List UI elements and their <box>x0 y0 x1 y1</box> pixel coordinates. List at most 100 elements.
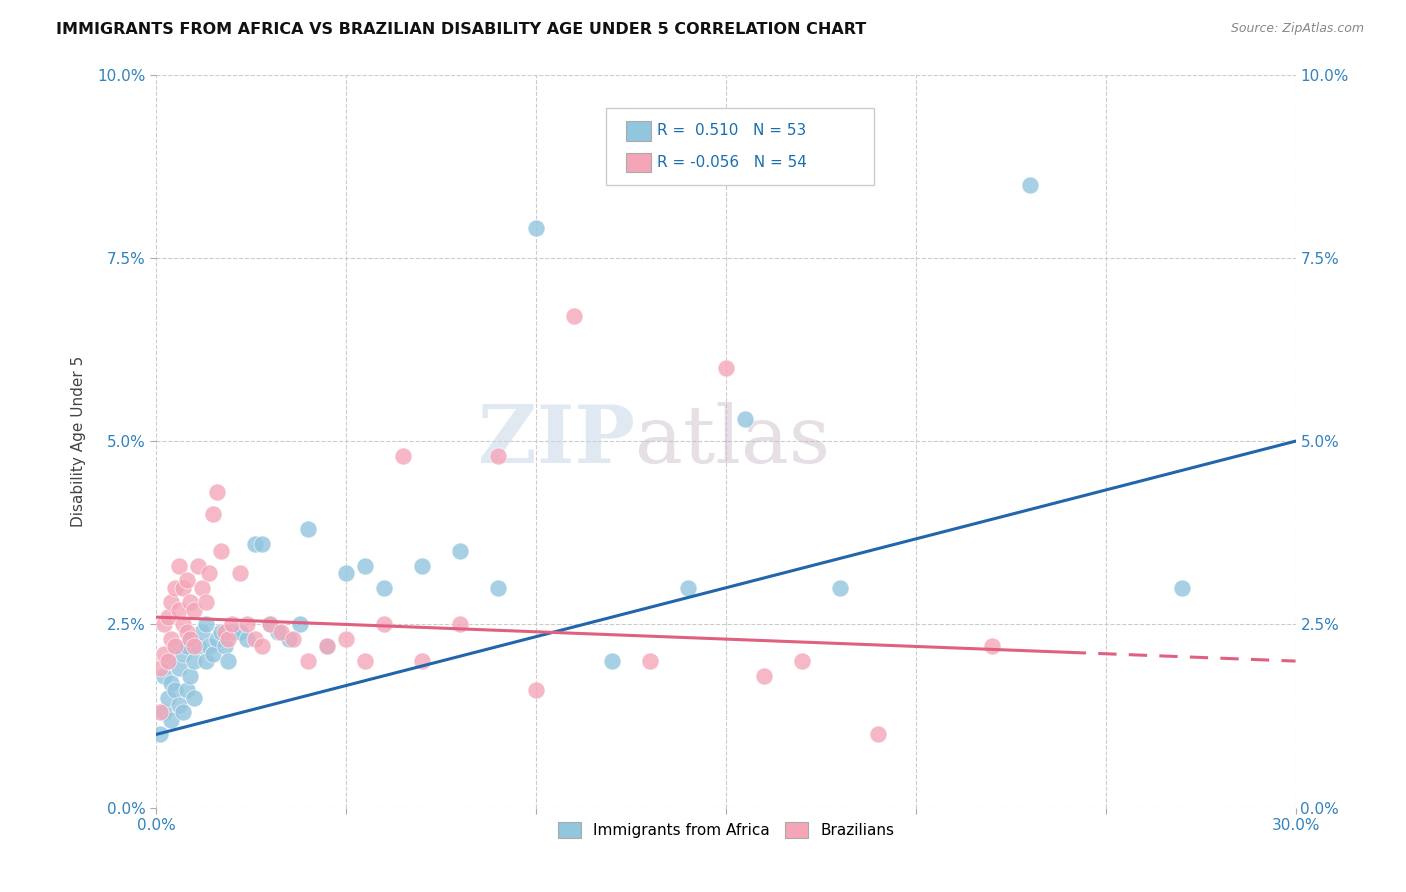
Point <box>486 581 509 595</box>
Point <box>152 647 174 661</box>
Point <box>335 632 357 646</box>
Point <box>167 698 190 712</box>
Point <box>214 624 236 639</box>
Point <box>1018 178 1040 192</box>
Point <box>524 221 547 235</box>
Point <box>209 544 232 558</box>
Point <box>176 574 198 588</box>
Point <box>172 581 194 595</box>
Point <box>980 640 1002 654</box>
Y-axis label: Disability Age Under 5: Disability Age Under 5 <box>72 356 86 527</box>
Text: IMMIGRANTS FROM AFRICA VS BRAZILIAN DISABILITY AGE UNDER 5 CORRELATION CHART: IMMIGRANTS FROM AFRICA VS BRAZILIAN DISA… <box>56 22 866 37</box>
Point <box>183 640 205 654</box>
Point <box>202 508 225 522</box>
Point <box>179 632 201 646</box>
Point <box>179 632 201 646</box>
Point <box>183 690 205 705</box>
Point <box>176 624 198 639</box>
Point <box>243 537 266 551</box>
Point <box>354 654 377 668</box>
Point <box>221 617 243 632</box>
Point <box>828 581 851 595</box>
Text: R =  0.510   N = 53: R = 0.510 N = 53 <box>658 123 807 138</box>
Point <box>217 654 239 668</box>
Point <box>228 624 250 639</box>
Point <box>449 544 471 558</box>
Point <box>190 581 212 595</box>
Point <box>252 537 274 551</box>
Point <box>149 661 172 675</box>
Point <box>411 558 433 573</box>
Point <box>243 632 266 646</box>
Point <box>335 566 357 581</box>
Point <box>209 624 232 639</box>
Point <box>152 669 174 683</box>
Point <box>392 449 415 463</box>
Point <box>202 647 225 661</box>
Point <box>167 661 190 675</box>
Point <box>252 640 274 654</box>
Point <box>156 610 179 624</box>
Point <box>236 617 259 632</box>
Text: atlas: atlas <box>634 402 830 480</box>
Point <box>183 654 205 668</box>
Point <box>217 632 239 646</box>
Point <box>160 632 183 646</box>
Text: R = -0.056   N = 54: R = -0.056 N = 54 <box>658 155 807 170</box>
Point <box>562 310 585 324</box>
Point <box>316 640 339 654</box>
Point <box>790 654 813 668</box>
Point <box>638 654 661 668</box>
Point <box>281 632 304 646</box>
Point <box>187 640 209 654</box>
Point <box>600 654 623 668</box>
Point <box>411 654 433 668</box>
Point <box>160 676 183 690</box>
Point <box>373 617 395 632</box>
Point <box>676 581 699 595</box>
Point <box>187 558 209 573</box>
Point <box>198 640 221 654</box>
Point <box>752 669 775 683</box>
Point <box>160 713 183 727</box>
Point <box>167 603 190 617</box>
Point <box>167 558 190 573</box>
Point <box>486 449 509 463</box>
Point <box>524 683 547 698</box>
FancyBboxPatch shape <box>626 121 651 141</box>
Point <box>316 640 339 654</box>
Point <box>179 595 201 609</box>
Point <box>266 624 288 639</box>
Point <box>734 412 756 426</box>
Point <box>165 683 187 698</box>
Point <box>259 617 281 632</box>
Point <box>176 683 198 698</box>
Point <box>160 595 183 609</box>
Point <box>1170 581 1192 595</box>
Point <box>866 727 889 741</box>
Point <box>172 706 194 720</box>
Point <box>165 581 187 595</box>
FancyBboxPatch shape <box>626 153 651 172</box>
Point <box>714 360 737 375</box>
Point <box>156 654 179 668</box>
Point <box>205 485 228 500</box>
Point <box>152 617 174 632</box>
Text: Source: ZipAtlas.com: Source: ZipAtlas.com <box>1230 22 1364 36</box>
Point <box>205 632 228 646</box>
Point <box>236 632 259 646</box>
Point <box>190 624 212 639</box>
Point <box>165 640 187 654</box>
Point <box>259 617 281 632</box>
Point <box>176 640 198 654</box>
Point <box>156 654 179 668</box>
Point <box>270 624 292 639</box>
Point <box>194 595 217 609</box>
Point <box>354 558 377 573</box>
Point <box>297 654 319 668</box>
Point <box>165 640 187 654</box>
Point <box>278 632 301 646</box>
Point <box>149 706 172 720</box>
Point <box>221 624 243 639</box>
Point <box>449 617 471 632</box>
